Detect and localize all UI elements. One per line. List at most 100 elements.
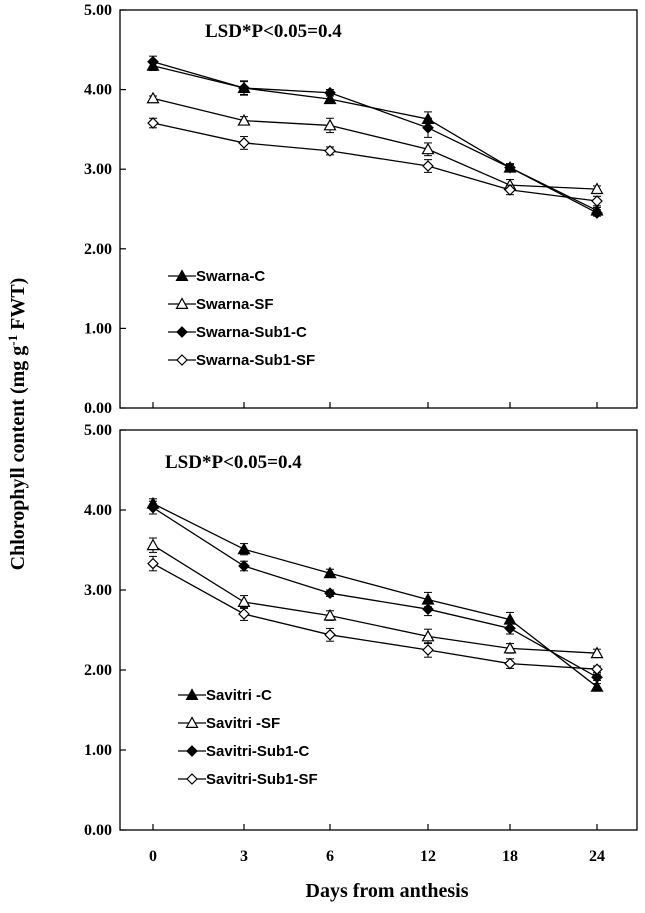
data-point bbox=[146, 91, 160, 104]
y-tick-label: 1.00 bbox=[84, 742, 112, 759]
panel-swarna: 0.00 1.00 2.00 3.00 4.00 5.00 LSD*P<0.05=0.4 Sw… bbox=[84, 2, 638, 417]
lsd-annotation: LSD*P<0.05=0.4 bbox=[205, 21, 342, 42]
series-savitri-sf bbox=[146, 537, 604, 659]
x-tick-label: 6 bbox=[326, 848, 334, 865]
x-tick-label: 24 bbox=[589, 848, 605, 865]
y-tick-label: 5.00 bbox=[84, 422, 112, 439]
data-point bbox=[324, 86, 336, 99]
series-swarna-c bbox=[146, 58, 604, 216]
data-point bbox=[238, 608, 250, 620]
y-tick-label: 0.00 bbox=[84, 400, 112, 417]
legend-label: Savitri-Sub1-C bbox=[206, 743, 310, 760]
data-point bbox=[147, 557, 159, 570]
data-point bbox=[422, 644, 434, 656]
y-tick-label: 2.00 bbox=[84, 241, 112, 258]
y-axis-label-main: Chlorophyll content (mg g bbox=[7, 346, 29, 571]
data-point bbox=[422, 121, 434, 134]
legend: Savitri -C Savitri -SF Savitri-Sub1-C Savit… bbox=[178, 687, 318, 788]
data-point bbox=[504, 184, 516, 196]
data-point bbox=[147, 117, 159, 129]
series-swarna-sub1-c bbox=[147, 55, 603, 219]
y-tick-label: 4.00 bbox=[84, 502, 112, 519]
series-line bbox=[152, 507, 598, 678]
y-tick-label: 1.00 bbox=[84, 320, 112, 337]
data-point bbox=[590, 680, 604, 692]
data-point bbox=[238, 137, 250, 149]
legend-marker bbox=[185, 716, 199, 729]
data-point bbox=[146, 538, 160, 551]
lsd-annotation: LSD*P<0.05=0.4 bbox=[165, 452, 302, 473]
y-axis-label-superscript: -1 bbox=[5, 335, 20, 346]
data-point bbox=[323, 608, 337, 621]
series-line bbox=[152, 122, 598, 202]
data-point bbox=[323, 118, 337, 131]
series-savitri-sub1-c bbox=[147, 500, 603, 684]
plot-frame bbox=[119, 429, 638, 831]
data-point bbox=[238, 82, 250, 94]
y-tick-label: 0.00 bbox=[84, 822, 112, 839]
y-tick-label: 4.00 bbox=[84, 82, 112, 99]
data-point bbox=[324, 587, 336, 600]
x-tick-label: 18 bbox=[502, 848, 518, 865]
x-axis-label: Days from anthesis bbox=[306, 880, 469, 902]
legend-marker bbox=[186, 773, 198, 785]
data-point bbox=[147, 55, 159, 68]
panel-savitri: 0.00 1.00 2.00 3.00 4.00 5.00 0 3 6 12 18 24 LSD*P<0… bbox=[84, 422, 638, 865]
legend: Swarna-C Swarna-SF Swarna-Sub1-C Swarna-Sub… bbox=[168, 268, 315, 369]
series-line bbox=[152, 97, 598, 190]
data-point bbox=[237, 595, 251, 608]
x-tick-label: 12 bbox=[420, 848, 436, 865]
data-point bbox=[237, 542, 251, 555]
legend-marker bbox=[176, 326, 188, 338]
legend-label: Savitri-Sub1-SF bbox=[206, 771, 318, 788]
x-tick-label: 3 bbox=[240, 848, 248, 865]
series-savitri-c bbox=[146, 496, 604, 692]
legend-label: Swarna-SF bbox=[196, 296, 274, 313]
y-tick-label: 5.00 bbox=[84, 2, 112, 19]
data-point bbox=[590, 646, 604, 659]
data-point bbox=[237, 113, 251, 126]
legend-marker bbox=[186, 745, 198, 757]
data-point bbox=[504, 622, 516, 635]
data-point bbox=[504, 161, 516, 174]
data-point bbox=[591, 663, 603, 676]
data-point bbox=[421, 629, 435, 642]
data-point bbox=[324, 628, 336, 641]
legend-marker bbox=[185, 688, 199, 701]
series-line bbox=[152, 563, 598, 670]
legend-label: Swarna-Sub1-C bbox=[196, 324, 307, 341]
data-point bbox=[238, 560, 250, 572]
series-line bbox=[152, 544, 598, 654]
data-point bbox=[421, 142, 435, 155]
legend-label: Swarna-C bbox=[196, 268, 265, 285]
series-swarna-sub1-sf bbox=[147, 117, 603, 207]
x-tick-label: 0 bbox=[149, 848, 157, 865]
data-point bbox=[504, 657, 516, 670]
legend-marker bbox=[175, 297, 189, 309]
data-point bbox=[323, 566, 337, 579]
y-tick-label: 2.00 bbox=[84, 662, 112, 679]
plot-frame bbox=[119, 9, 638, 409]
data-point bbox=[590, 182, 604, 195]
y-axis-label: Chlorophyll content (mg g-1 FWT) bbox=[5, 278, 29, 571]
y-tick-label: 3.00 bbox=[84, 582, 112, 599]
legend-label: Swarna-Sub1-SF bbox=[196, 352, 315, 369]
data-point bbox=[591, 195, 603, 207]
series-line bbox=[152, 61, 598, 214]
data-point bbox=[324, 145, 336, 157]
data-point bbox=[422, 160, 434, 172]
legend-marker bbox=[176, 354, 188, 366]
legend-label: Savitri -SF bbox=[206, 715, 280, 732]
data-point bbox=[147, 501, 159, 514]
series-line bbox=[152, 503, 598, 688]
y-tick-label: 3.00 bbox=[84, 161, 112, 178]
legend-label: Savitri -C bbox=[206, 687, 272, 704]
data-point bbox=[422, 603, 434, 616]
series-savitri-sub1-sf bbox=[147, 555, 603, 676]
data-point bbox=[591, 207, 603, 219]
data-point bbox=[503, 641, 517, 654]
y-axis-label-unit: FWT) bbox=[7, 278, 29, 335]
legend-marker bbox=[175, 269, 189, 281]
data-point bbox=[591, 671, 603, 684]
